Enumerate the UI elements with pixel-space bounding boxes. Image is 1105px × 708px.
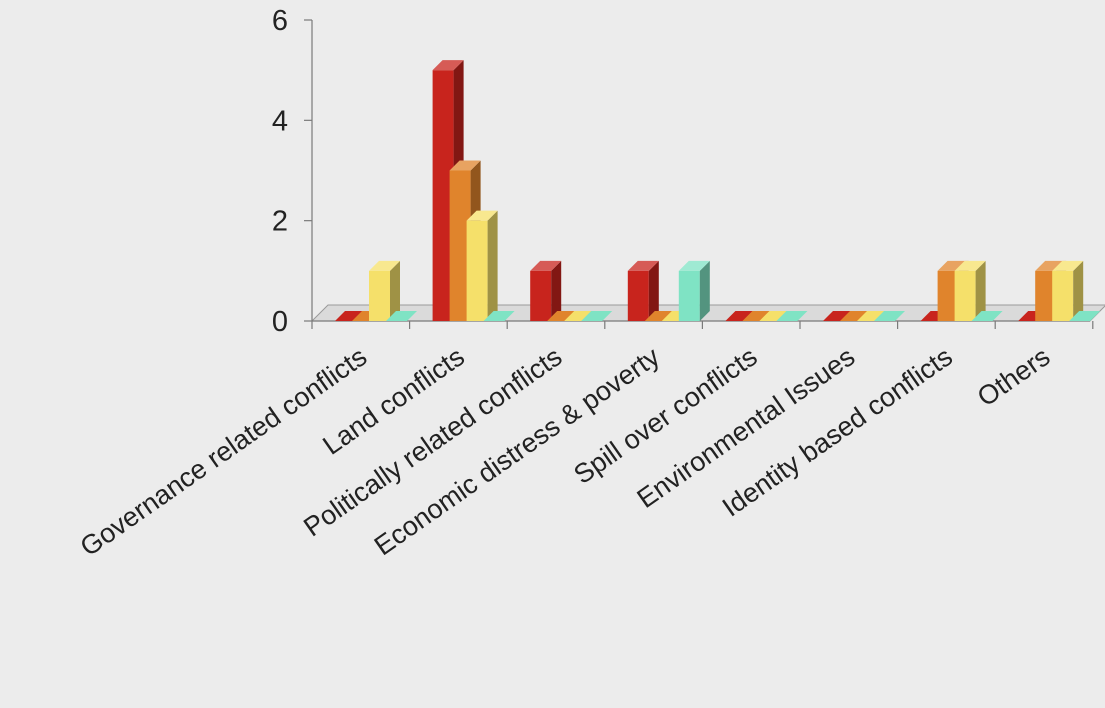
bar-side-face <box>390 260 400 321</box>
bar <box>1052 260 1084 321</box>
bar-side-face <box>1073 260 1084 321</box>
bar-front-face <box>1052 270 1074 321</box>
y-axis-tick-labels: 0 2 4 6 <box>272 5 288 338</box>
bar-front-face <box>432 70 454 322</box>
bar-top-face <box>678 260 710 271</box>
bar-front-face <box>678 270 700 321</box>
bar-zero-sliver <box>386 311 417 321</box>
bar-front-face <box>530 270 552 321</box>
bar-zero-sliver <box>483 311 515 321</box>
y-tick-label: 2 <box>272 206 288 238</box>
bar <box>530 260 562 321</box>
bar-zero-sliver <box>1069 311 1101 321</box>
bar <box>466 210 498 321</box>
bar-top-face <box>954 260 986 271</box>
bar-top-face <box>530 260 562 271</box>
bar-zero-sliver <box>874 311 905 321</box>
bar-side-face <box>487 210 498 321</box>
bar-side-face <box>975 260 986 321</box>
bar <box>386 311 417 321</box>
bar <box>776 311 808 321</box>
bar-zero-sliver <box>971 311 1003 321</box>
bar-front-face <box>466 220 488 321</box>
chart-bars <box>335 60 1101 322</box>
bar-front-face <box>369 270 390 321</box>
bar-top-face <box>432 60 464 71</box>
bar-top-face <box>449 160 481 171</box>
bar-front-face <box>954 270 976 321</box>
bar <box>369 260 400 321</box>
bar-front-face <box>449 170 471 321</box>
bar-top-face <box>1052 260 1084 271</box>
bar <box>1069 311 1101 321</box>
y-tick-label: 6 <box>272 5 288 37</box>
bar-side-face <box>699 260 710 321</box>
y-tick-label: 4 <box>272 105 288 137</box>
bar-side-face <box>648 260 659 321</box>
bar-front-face <box>937 270 959 321</box>
bar-side-face <box>551 260 562 321</box>
bar <box>678 260 710 321</box>
bar-top-face <box>466 210 498 221</box>
bar-front-face <box>627 270 649 321</box>
bar-top-face <box>369 260 400 271</box>
bar <box>971 311 1003 321</box>
x-tick-label: Others <box>972 341 1056 412</box>
bar-zero-sliver <box>776 311 808 321</box>
bar <box>627 260 659 321</box>
bar <box>954 260 986 321</box>
y-tick-label: 0 <box>272 306 288 338</box>
bar-zero-sliver <box>581 311 613 321</box>
bar <box>483 311 515 321</box>
bar <box>874 311 905 321</box>
bar <box>581 311 613 321</box>
bar-top-face <box>627 260 659 271</box>
bar-front-face <box>1035 270 1057 321</box>
